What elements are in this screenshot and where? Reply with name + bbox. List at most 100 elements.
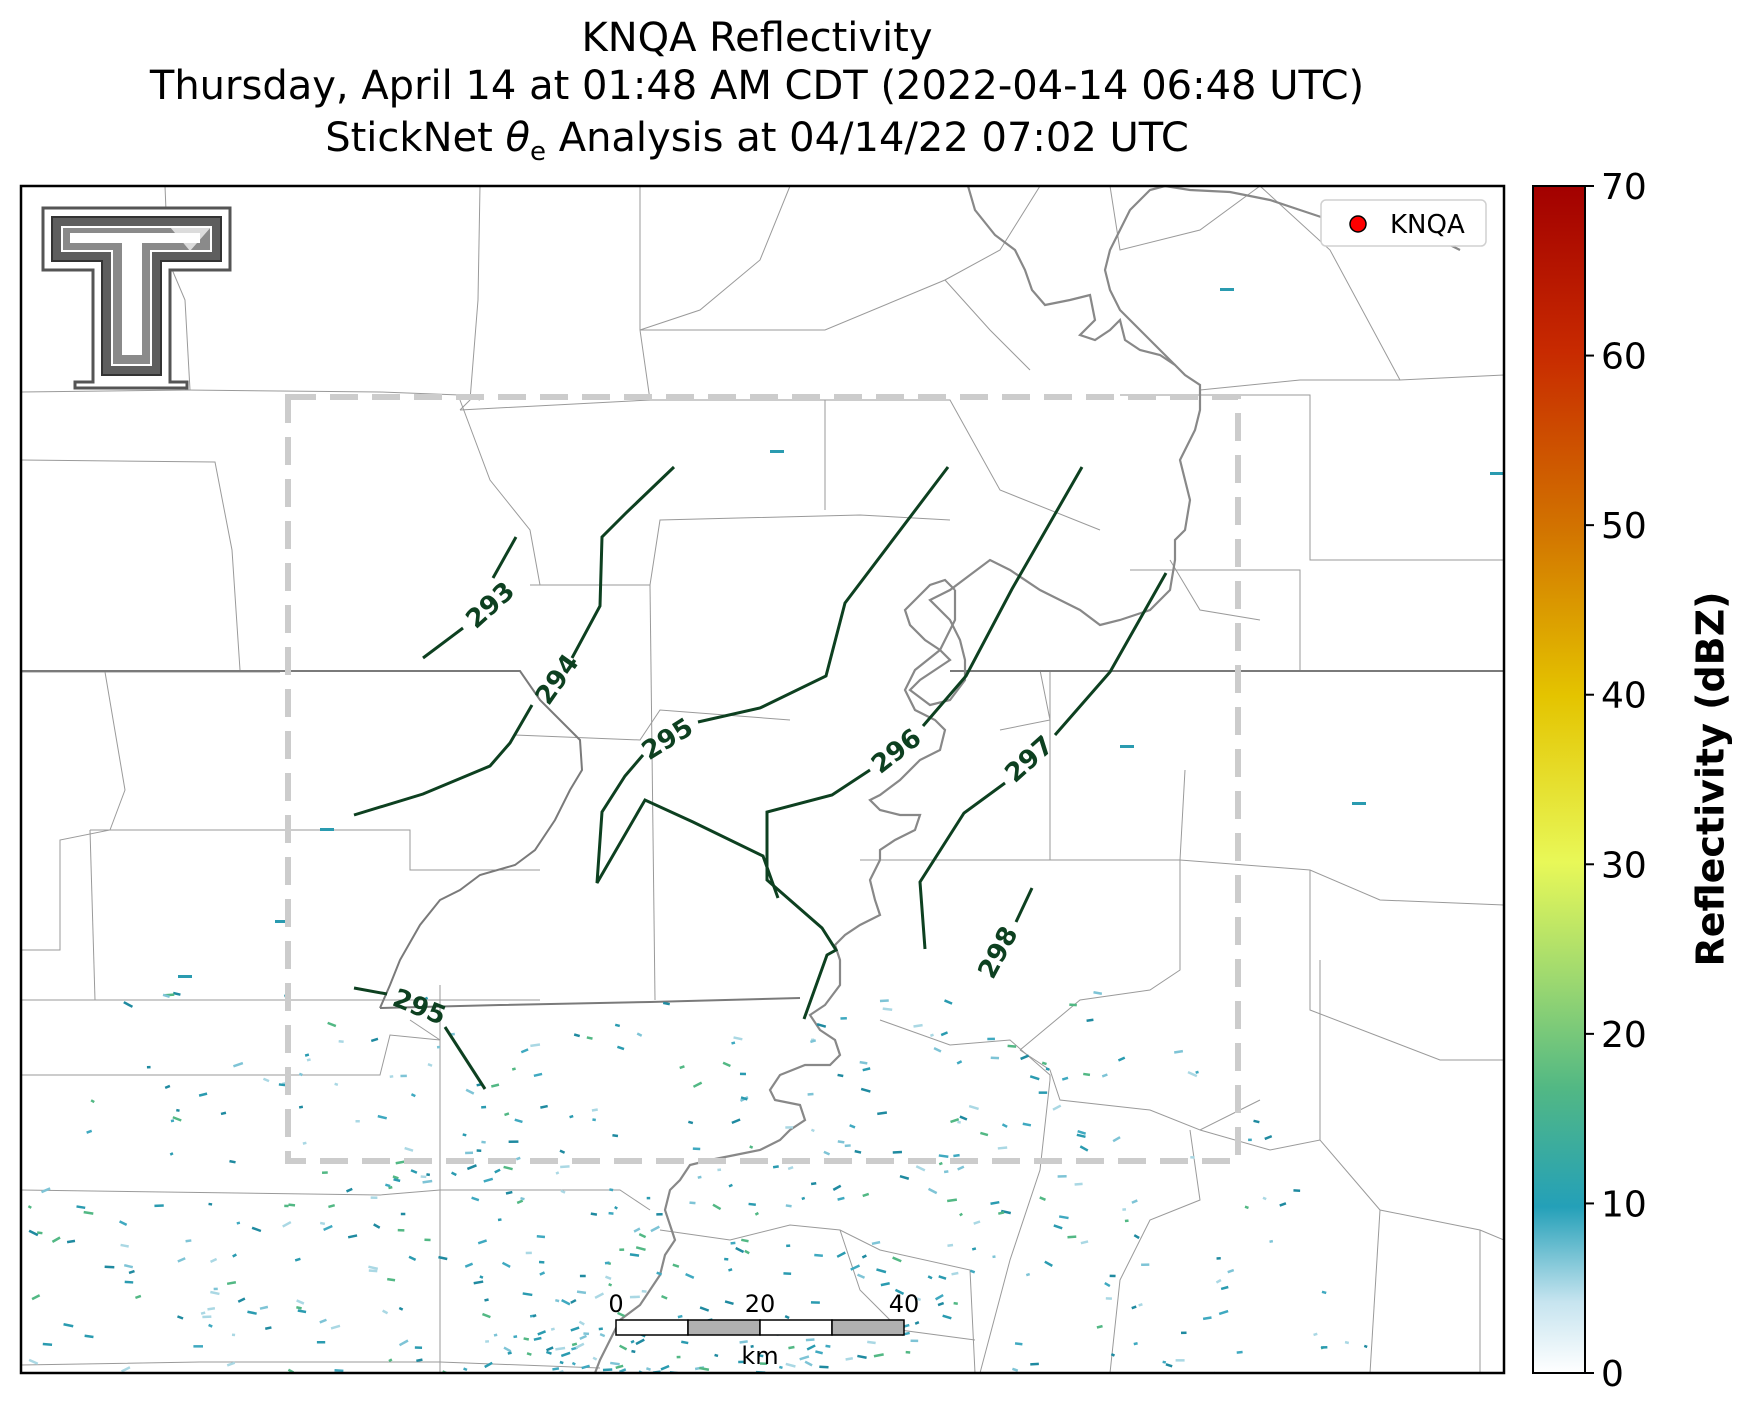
echo-speck <box>1175 1359 1185 1362</box>
echo-speck <box>298 1072 303 1077</box>
echo-speck <box>494 1168 501 1174</box>
echo-speck <box>334 1369 344 1373</box>
echo-speck <box>731 1041 736 1045</box>
echo-speck <box>42 1342 53 1347</box>
echo-speck <box>788 1345 795 1350</box>
echo-speck <box>1000 1209 1012 1215</box>
echo-speck <box>555 1299 560 1303</box>
echo-speck <box>162 993 170 999</box>
colorbar-tick-label: 10 <box>1601 1184 1647 1225</box>
echo-speck <box>778 1365 783 1370</box>
echo-speck <box>104 1265 115 1269</box>
echo-speck <box>880 1282 890 1287</box>
echo-speck <box>414 1346 423 1349</box>
echo-speck <box>262 1077 270 1083</box>
echo-speck <box>656 1212 663 1216</box>
echo-speck <box>914 1296 922 1302</box>
echo-speck <box>178 975 192 978</box>
echo-speck <box>1344 1340 1350 1345</box>
echo-speck <box>523 1337 530 1341</box>
echo-speck <box>397 1228 405 1232</box>
echo-speck <box>497 1218 502 1222</box>
colorbar: 0 10 20 30 40 50 60 70 Reflectivity (dBZ) <box>1532 167 1733 1395</box>
echo-speck <box>370 1037 379 1043</box>
echo-speck <box>759 1362 768 1366</box>
echo-speck <box>1141 1263 1150 1266</box>
echo-speck <box>749 1145 754 1149</box>
echo-speck <box>758 1354 764 1358</box>
echo-speck <box>571 1342 578 1347</box>
echo-speck <box>1044 1260 1053 1267</box>
echo-speck <box>604 1261 610 1265</box>
echo-speck <box>1269 1239 1274 1243</box>
echo-speck <box>389 1075 394 1078</box>
echo-speck <box>539 1271 546 1276</box>
echo-speck <box>892 1256 902 1263</box>
echo-speck <box>1131 1199 1138 1204</box>
echo-speck <box>146 1065 151 1069</box>
map-area <box>21 186 1504 1373</box>
echo-speck <box>172 991 181 996</box>
colorbar-tick-label: 30 <box>1601 845 1647 886</box>
echo-speck <box>1122 1208 1127 1211</box>
echo-speck <box>740 1096 748 1101</box>
echo-speck <box>783 1272 792 1275</box>
echo-speck <box>370 1196 378 1200</box>
colorbar-tick-label: 60 <box>1601 337 1647 378</box>
echo-speck <box>1202 1316 1212 1321</box>
echo-speck <box>1195 1070 1199 1074</box>
echo-speck <box>420 1175 427 1179</box>
echo-speck <box>1020 1054 1030 1061</box>
echo-speck <box>561 1299 571 1306</box>
echo-speck <box>120 1243 129 1248</box>
echo-speck <box>927 1187 938 1195</box>
echo-speck <box>927 1275 933 1280</box>
echo-speck <box>83 1210 94 1215</box>
echo-speck <box>177 1315 184 1320</box>
echo-speck <box>559 1149 566 1154</box>
echo-speck <box>525 1251 532 1255</box>
echo-speck <box>1101 1073 1108 1078</box>
echo-speck <box>599 1333 606 1338</box>
echo-speck <box>943 1170 949 1174</box>
echo-speck <box>950 1117 960 1124</box>
echo-speck <box>540 1104 548 1109</box>
echo-speck <box>1025 1272 1031 1277</box>
echo-speck <box>733 1036 743 1041</box>
echo-speck <box>392 1175 399 1180</box>
scale-tick-0: 0 <box>608 1290 623 1318</box>
echo-speck <box>856 1273 866 1279</box>
echo-speck <box>503 1165 513 1171</box>
echo-speck <box>128 1269 135 1275</box>
colorbar-ticks: 0 10 20 30 40 50 60 70 <box>1585 167 1647 1395</box>
echo-speck <box>298 1105 304 1109</box>
echo-speck <box>1074 1182 1083 1186</box>
echo-speck <box>373 1223 381 1229</box>
echo-speck <box>825 1344 831 1348</box>
echo-speck <box>537 1330 547 1336</box>
echo-speck <box>560 1351 571 1358</box>
echo-speck <box>879 999 889 1003</box>
echo-speck <box>31 1294 41 1301</box>
echo-speck <box>426 1173 431 1177</box>
echo-speck <box>930 1033 934 1037</box>
echo-speck <box>959 1115 968 1121</box>
echo-speck <box>1173 1049 1184 1054</box>
echo-speck <box>436 1045 441 1049</box>
echo-speck <box>410 1093 416 1098</box>
echo-speck <box>503 1346 512 1353</box>
echo-speck <box>810 1039 817 1044</box>
echo-speck <box>382 1309 389 1315</box>
echo-speck <box>801 1196 806 1201</box>
echo-speck <box>754 1211 759 1216</box>
echo-speck <box>1029 1075 1040 1081</box>
echo-speck <box>86 1129 93 1134</box>
echo-speck <box>608 1283 613 1287</box>
echo-speck <box>697 1175 702 1179</box>
echo-speck <box>892 1150 903 1154</box>
echo-speck <box>951 1271 959 1276</box>
echo-speck <box>1105 1297 1112 1300</box>
echo-speck <box>1067 1235 1077 1239</box>
echo-speck <box>913 1023 923 1028</box>
